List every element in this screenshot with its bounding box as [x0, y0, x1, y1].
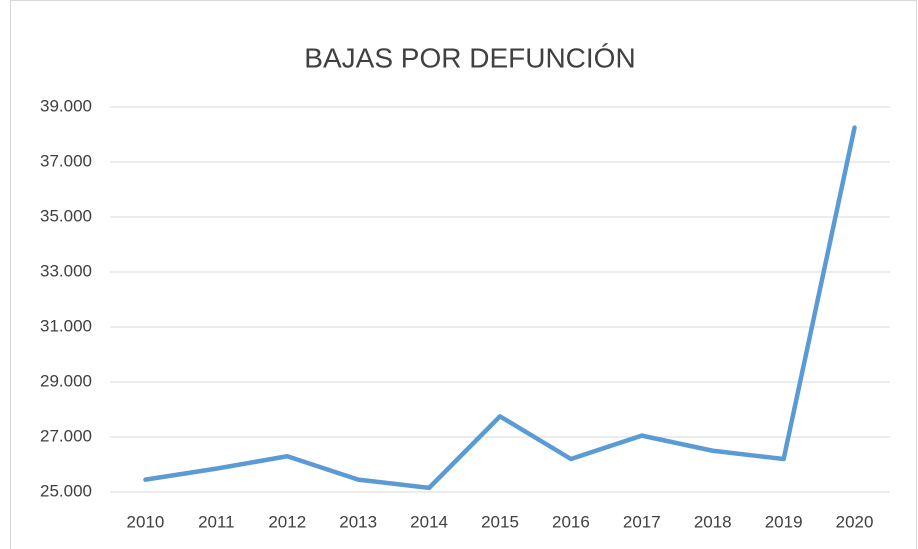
x-tick-label: 2013: [339, 512, 377, 531]
x-tick-label: 2014: [410, 512, 448, 531]
chart-frame: [10, 0, 917, 549]
x-tick-label: 2016: [552, 512, 590, 531]
y-tick-label: 25.000: [40, 481, 92, 500]
y-tick-label: 31.000: [40, 316, 92, 335]
chart-title: BAJAS POR DEFUNCIÓN: [304, 42, 635, 73]
x-tick-label: 2010: [127, 512, 165, 531]
x-tick-label: 2012: [268, 512, 306, 531]
x-tick-label: 2017: [623, 512, 661, 531]
data-line: [143, 125, 857, 491]
y-tick-label: 37.000: [40, 151, 92, 170]
y-tick-label: 33.000: [40, 261, 92, 280]
y-tick-label: 39.000: [40, 96, 92, 115]
y-tick-label: 29.000: [40, 371, 92, 390]
y-tick-label: 27.000: [40, 426, 92, 445]
x-tick-label: 2019: [765, 512, 803, 531]
x-tick-label: 2020: [836, 512, 874, 531]
x-tick-label: 2015: [481, 512, 519, 531]
y-tick-label: 35.000: [40, 206, 92, 225]
x-tick-label: 2018: [694, 512, 732, 531]
x-tick-label: 2011: [198, 512, 235, 531]
